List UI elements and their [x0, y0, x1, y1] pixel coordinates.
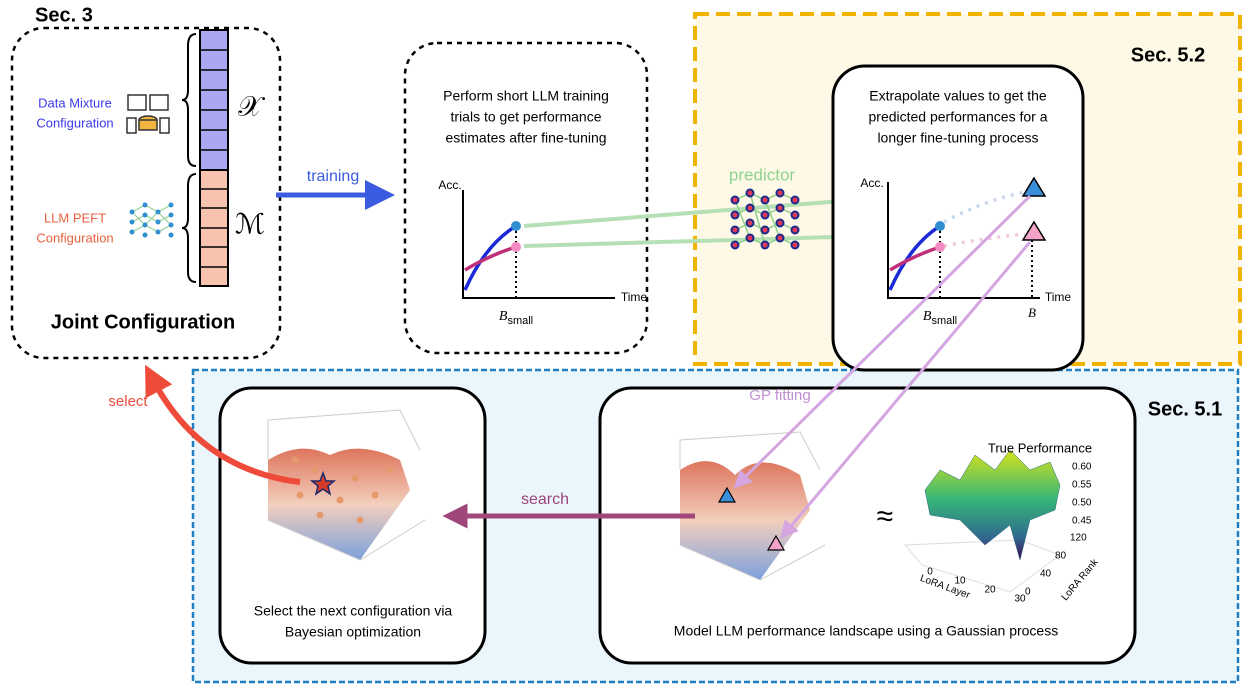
trial-text: estimates after fine-tuning: [445, 130, 606, 146]
section-label: Sec. 5.2: [1131, 44, 1206, 66]
predictor-network: [730, 188, 800, 250]
extrapolate-text: Extrapolate values to get the: [869, 88, 1047, 104]
section-label: Sec. 3: [35, 4, 93, 26]
predictor-label: predictor: [729, 165, 795, 184]
x-tick-label: 10: [954, 576, 966, 587]
select-arrow: [145, 364, 301, 485]
extrapolate-box: [831, 64, 1085, 372]
data-mixture-label: Data Mixture: [38, 95, 112, 110]
trial-text: Perform short LLM training: [443, 88, 609, 104]
peft-label: LLM PEFT: [44, 210, 106, 225]
bo-caption: Select the next configuration via: [254, 603, 453, 619]
b-small-label: Bsmall: [923, 309, 957, 327]
x-tick-label: 20: [984, 585, 996, 596]
extrapolate-plot: [887, 176, 1047, 299]
b-label: B: [1028, 305, 1036, 320]
select-label: select: [108, 393, 148, 410]
training-label: training: [307, 168, 359, 185]
joint-config-title: Joint Configuration: [51, 311, 235, 333]
x-tick-label: 30: [1014, 594, 1026, 605]
joint-config-box: [10, 26, 282, 360]
x-axis-label: Time: [1045, 290, 1072, 304]
bo-caption: Bayesian optimization: [285, 624, 421, 640]
z-tick-label: 0.55: [1072, 480, 1092, 491]
gp-surface-plot: [640, 430, 840, 600]
data-mixture-label: Configuration: [36, 115, 113, 130]
y-tick-label: 120: [1070, 533, 1087, 544]
network-icon: [129, 202, 174, 238]
m-symbol: ℳ: [235, 208, 265, 241]
b-sub: small: [931, 315, 957, 327]
x-tick-label: 0: [927, 567, 933, 578]
y-tick-label: 0: [1025, 587, 1031, 598]
y-axis-label: Acc.: [438, 178, 461, 192]
z-tick-label: 0.50: [1072, 498, 1092, 509]
y-axis-label: Acc.: [860, 176, 883, 190]
peft-label: Configuration: [36, 230, 113, 245]
b-sub: small: [507, 315, 533, 327]
z-tick-label: 0.60: [1072, 462, 1092, 473]
b-main: B: [923, 309, 932, 324]
approx-symbol: ≈: [877, 500, 893, 533]
data-icon: [126, 94, 170, 134]
b-main: B: [499, 309, 508, 324]
true-performance-plot: [903, 430, 1105, 600]
trial-plot: [462, 190, 615, 299]
search-label: search: [521, 491, 569, 508]
y-tick-label: 40: [1040, 569, 1052, 580]
z-tick-label: 0.45: [1072, 516, 1092, 527]
x-axis-label: Time: [621, 290, 648, 304]
gp-caption: Model LLM performance landscape using a …: [674, 623, 1058, 639]
b-small-label: Bsmall: [499, 309, 533, 327]
section-label: Sec. 5.1: [1148, 398, 1223, 420]
y-tick-label: 80: [1055, 551, 1067, 562]
extrapolate-text: predicted performances for a: [869, 109, 1048, 125]
trial-box: [403, 41, 649, 355]
true-performance-title: True Performance: [988, 440, 1092, 455]
extrapolate-text: longer fine-tuning process: [877, 130, 1038, 146]
gp-fitting-arrows: [733, 194, 1032, 539]
trial-text: trials to get performance: [451, 109, 602, 125]
bo-surface-plot: [255, 405, 455, 590]
config-vector: [181, 29, 229, 287]
x-symbol: 𝒳: [238, 90, 266, 123]
gp-fitting-label: GP fitting: [749, 387, 810, 404]
